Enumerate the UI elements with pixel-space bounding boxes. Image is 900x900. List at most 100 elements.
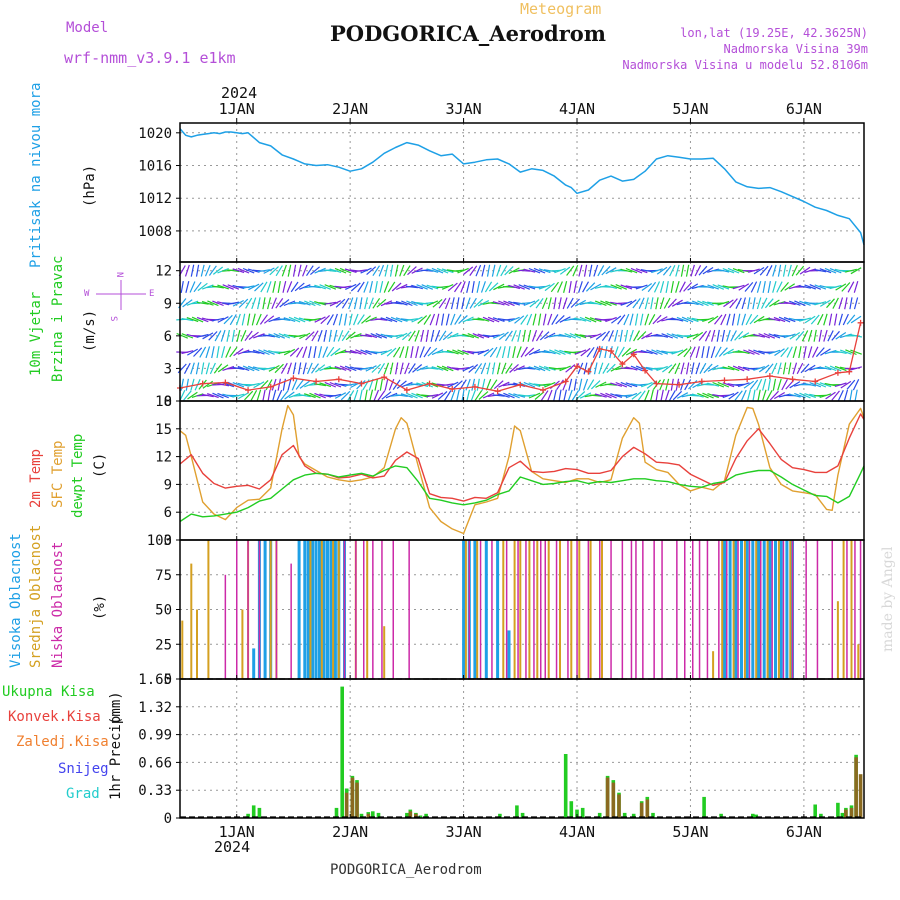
wind-barb [605, 383, 618, 386]
wind-barb [364, 389, 368, 402]
wind-barb [601, 330, 610, 342]
wind-barb [286, 281, 293, 293]
wind-barb [392, 346, 401, 358]
wind-barb [784, 283, 796, 291]
wind-barb [220, 329, 226, 342]
wind-barb [549, 349, 561, 355]
wind-barb [523, 394, 536, 397]
wind-barb [492, 301, 505, 306]
wind-barb [275, 265, 283, 277]
wind-barb [605, 284, 618, 289]
wind-barb [441, 268, 454, 274]
wind-barb [594, 393, 607, 398]
wind-barb [523, 284, 536, 290]
wind-barb [814, 301, 827, 306]
wind-barb [283, 348, 296, 356]
cloud-mid-bar [578, 540, 581, 679]
wind-barb [738, 283, 750, 291]
wind-barb [661, 333, 674, 339]
wind-barb [322, 346, 329, 358]
wind-barb [799, 266, 811, 275]
wind-barb [302, 362, 307, 375]
wind-barb [707, 393, 719, 399]
wind-barb [205, 362, 210, 375]
wind-barb [278, 333, 291, 339]
wind-barb [717, 300, 730, 306]
wind-barb [232, 382, 245, 388]
precip-conv-bar [355, 782, 359, 818]
wind-barb [593, 362, 598, 375]
model-elevation-label: Nadmorska Visina u modelu 52.8106m [622, 58, 868, 72]
cloud-mid-bar [269, 540, 272, 679]
wind-barb [524, 347, 535, 357]
wind-barb [407, 266, 417, 276]
wind-barb [747, 297, 751, 310]
wind-barb [395, 394, 408, 397]
wind-barb [196, 333, 209, 338]
wind-barb [765, 363, 774, 374]
wind-barb [456, 389, 460, 402]
wind-barb [722, 348, 734, 356]
cloud-mid-bar [366, 540, 369, 679]
wind-barb [221, 346, 226, 359]
wind-barb [290, 281, 299, 293]
wind-barb [200, 264, 205, 277]
cloud-mid-bar [721, 540, 724, 679]
wind-barb [363, 281, 369, 293]
wind-barb [629, 329, 634, 342]
wind-barb [189, 281, 196, 293]
wind-barb [617, 346, 625, 358]
wind-barb [756, 379, 763, 391]
wind-barb [245, 297, 253, 309]
wind-barb [502, 318, 515, 321]
wind-barb [263, 366, 276, 371]
cloud-low-bar [479, 540, 482, 679]
wind-barb [227, 301, 240, 305]
wind-barb [401, 300, 413, 307]
precip-total-bar [580, 807, 585, 818]
cloud-low-bar [343, 540, 346, 679]
wind-barb [681, 316, 694, 323]
wind-barb [477, 349, 490, 356]
wind-barb [450, 389, 456, 402]
wind-barb [783, 301, 796, 306]
wind-barb [313, 346, 317, 359]
wind-barb [328, 329, 332, 342]
wind-barb [538, 351, 551, 354]
wind-barb [421, 301, 434, 305]
wind-barb [278, 350, 291, 354]
precip-legend-frz: Zaledj.Kisa [16, 734, 109, 750]
cloud-high-bar [734, 540, 738, 679]
wind-barb [291, 378, 298, 391]
wind-barb [473, 298, 484, 308]
wind-barb [734, 330, 744, 341]
wind-barb [375, 350, 388, 354]
wind-barb [436, 267, 449, 274]
wind-barb [562, 297, 568, 310]
wind-barb [795, 265, 805, 276]
cloud-high-bar [329, 540, 333, 679]
wind-barb [353, 297, 358, 310]
top-year-label: 2024 [221, 84, 258, 102]
wind-barb [377, 390, 386, 401]
wind-barb [600, 300, 612, 307]
cloud-mid-bar [766, 540, 769, 679]
precip-total-bar [597, 812, 602, 818]
wind-barb [193, 347, 203, 357]
wind-barb [369, 389, 374, 402]
wind-barb [491, 264, 496, 277]
wind-barb [375, 333, 388, 339]
wind-barb [828, 313, 833, 326]
wind-barb [765, 390, 773, 402]
wind-barb [631, 391, 642, 400]
wind-barb [514, 315, 525, 324]
wind-barb [374, 378, 379, 391]
wind-barb [568, 378, 573, 391]
wind-barb [272, 389, 277, 402]
wind-barb [741, 313, 747, 326]
wind-barb [825, 391, 836, 400]
wind-barb [717, 394, 730, 397]
wind-barb [353, 389, 359, 402]
wind-barb [386, 347, 397, 357]
wind-barb [341, 330, 350, 342]
